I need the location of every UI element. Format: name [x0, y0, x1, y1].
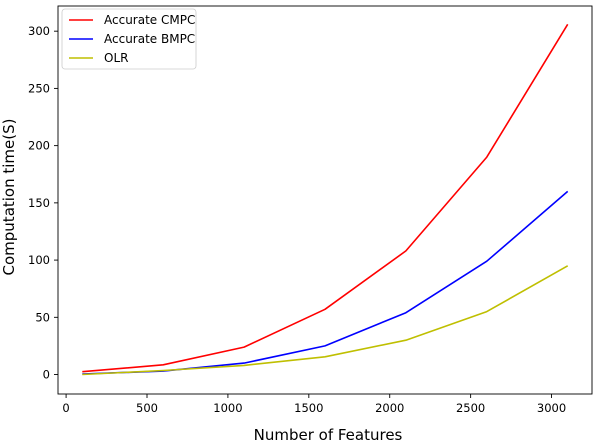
y-tick-label: 200 — [28, 139, 50, 153]
x-tick-label: 500 — [136, 401, 158, 415]
series-lines — [82, 23, 569, 376]
y-tick-label: 300 — [28, 24, 50, 38]
x-tick-label: 3000 — [537, 401, 566, 415]
x-tick-label: 2000 — [375, 401, 404, 415]
y-tick-label: 0 — [43, 368, 50, 382]
x-tick-label: 2500 — [456, 401, 485, 415]
ticks: 0 500 1000 1500 2000 2500 3000 0 50 100 150 200 250 3… — [28, 24, 566, 415]
axes-frame — [57, 5, 593, 395]
x-axis-label: Number of Features — [254, 426, 403, 441]
series-line-accurate-cmpc — [82, 23, 569, 373]
y-axis-label: Computation time(S) — [0, 119, 18, 276]
series-line-accurate-bmpc — [82, 190, 569, 375]
x-tick-label: 1000 — [213, 401, 242, 415]
axes — [57, 5, 593, 395]
x-tick-label: 0 — [62, 401, 69, 415]
y-tick-label: 50 — [35, 310, 50, 324]
legend-entry: Accurate CMPC — [104, 13, 195, 27]
legend: Accurate CMPC Accurate BMPC OLR — [61, 8, 197, 70]
y-tick-label: 150 — [28, 196, 50, 210]
y-tick-label: 100 — [28, 253, 50, 267]
legend-entry: Accurate BMPC — [104, 32, 195, 46]
legend-box — [61, 8, 197, 70]
y-tick-label: 250 — [28, 81, 50, 95]
x-tick-label: 1500 — [294, 401, 323, 415]
legend-entry: OLR — [104, 51, 128, 65]
series-line-olr — [82, 265, 569, 376]
